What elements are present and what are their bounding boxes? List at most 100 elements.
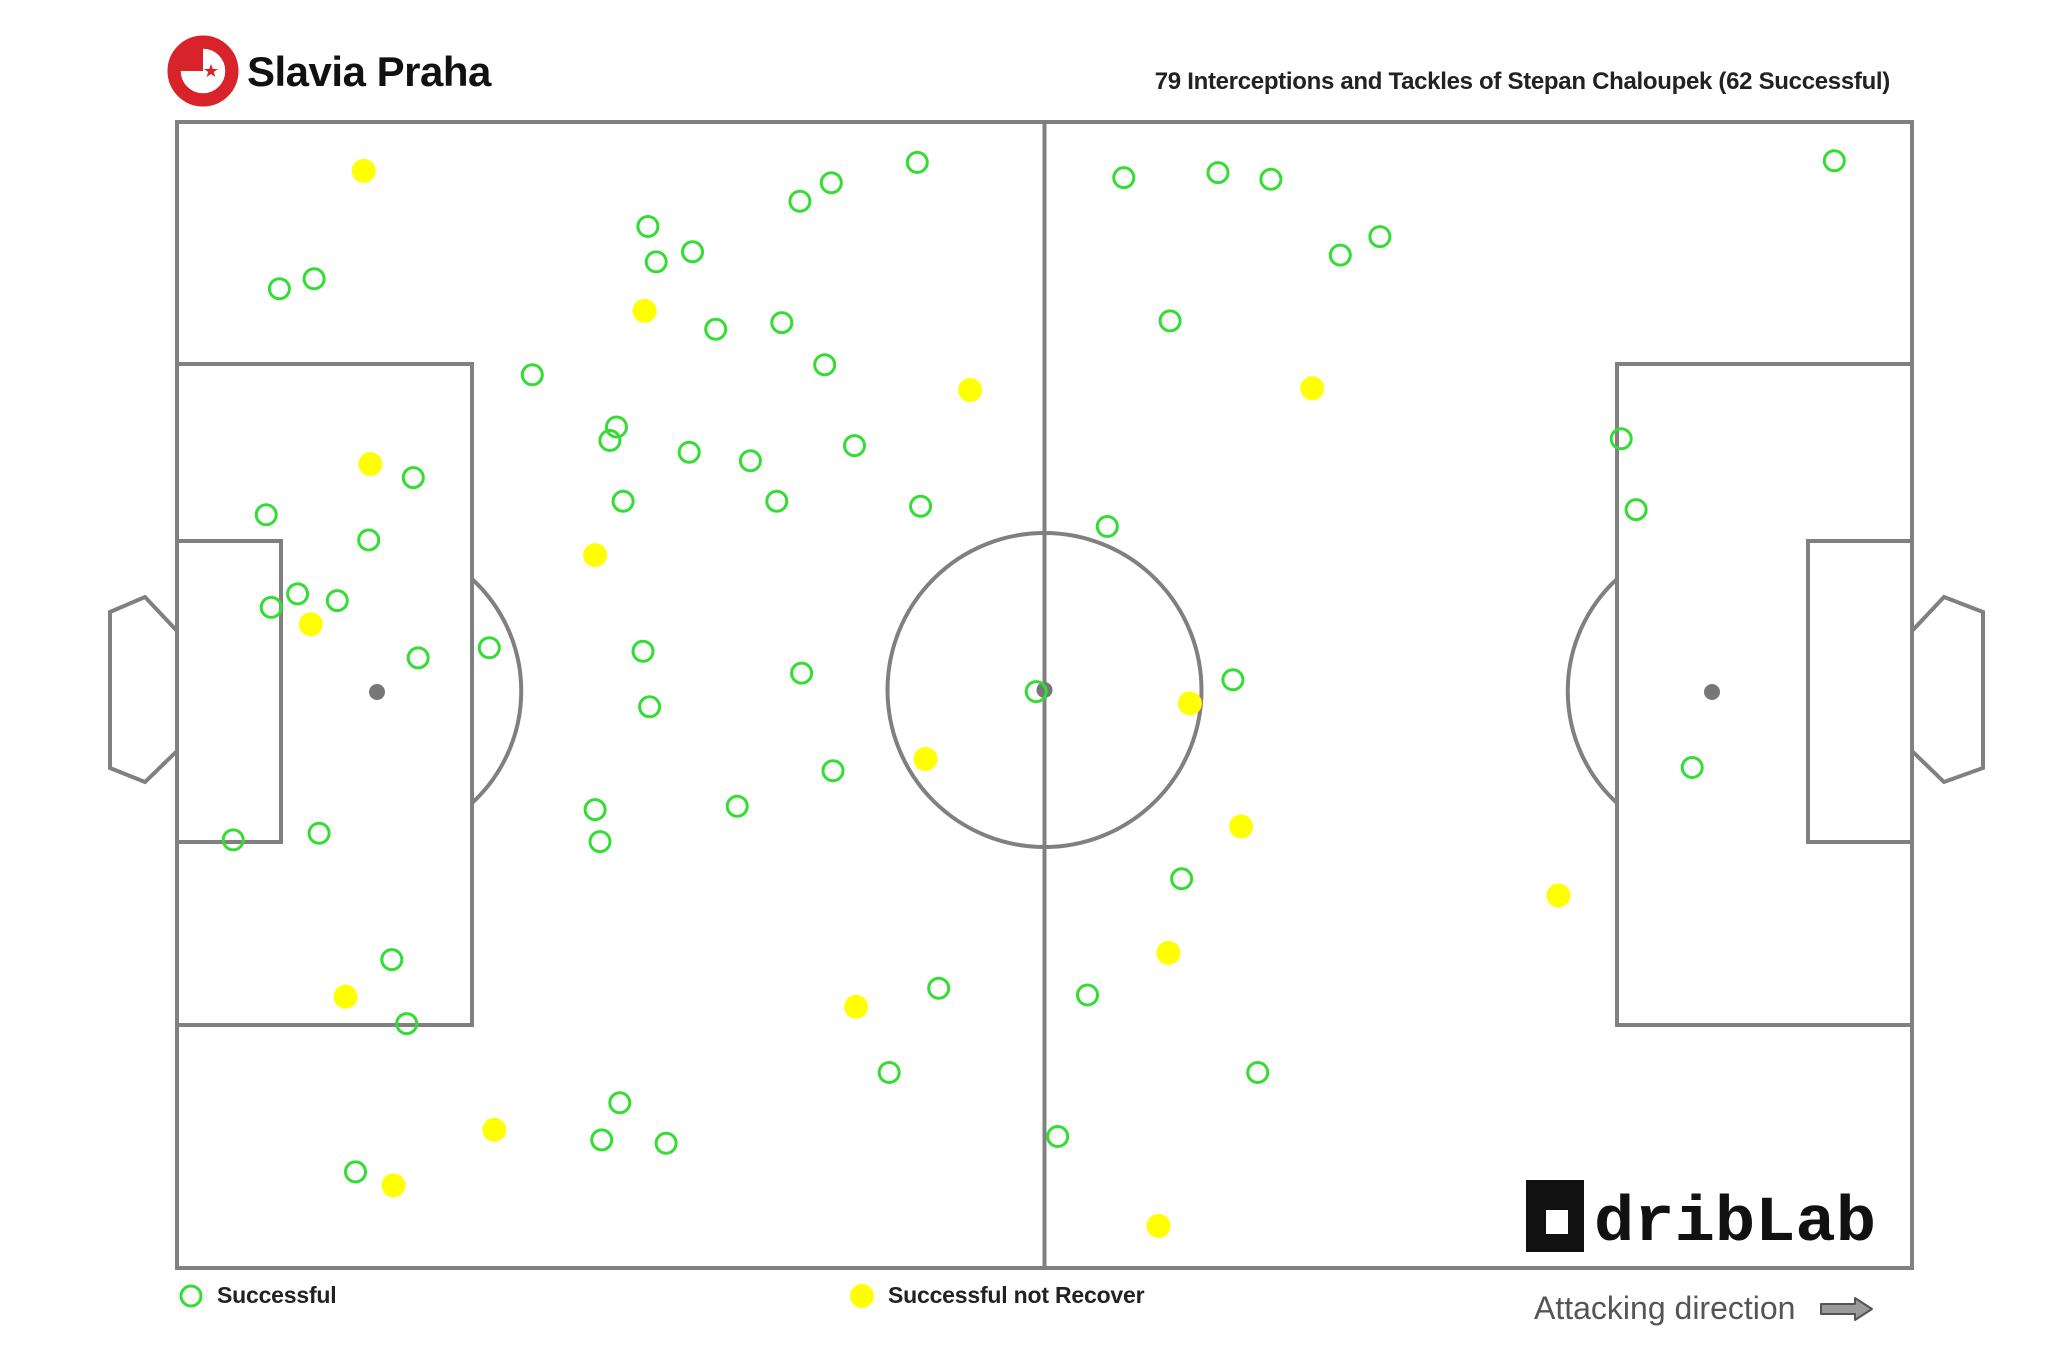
point-successful: [1609, 427, 1633, 451]
point-successful: [725, 794, 749, 818]
point-successful: [877, 1061, 901, 1084]
point-not-recover: [1300, 376, 1325, 401]
point-successful: [631, 639, 655, 663]
point-successful: [344, 1160, 367, 1184]
point-successful: [790, 661, 814, 685]
point-successful: [357, 528, 381, 552]
point-successful: [1095, 515, 1119, 538]
point-successful: [520, 363, 544, 387]
legend-label-not-recover: Successful not Recover: [888, 1282, 1145, 1308]
chart-points: [221, 149, 1846, 1238]
point-successful: [681, 240, 704, 264]
point-not-recover: [1177, 691, 1202, 716]
point-not-recover: [381, 1173, 406, 1198]
point-successful: [1822, 149, 1846, 173]
point-not-recover: [298, 612, 323, 637]
point-not-recover: [482, 1117, 507, 1142]
point-successful: [302, 267, 326, 291]
chart-title: 79 Interceptions and Tackles of Stepan C…: [1154, 68, 1891, 95]
point-not-recover: [1229, 814, 1254, 839]
point-not-recover: [632, 298, 657, 323]
point-successful: [905, 150, 929, 174]
point-successful: [1206, 161, 1230, 185]
point-not-recover: [958, 378, 983, 402]
center-circle: [885, 531, 1204, 849]
point-successful: [1246, 1061, 1270, 1084]
point-successful: [1259, 167, 1283, 191]
club-name: Slavia Praha: [247, 48, 491, 95]
point-successful: [1624, 498, 1648, 522]
arrow-right-icon: [1820, 1296, 1874, 1321]
right-goal-area: [1806, 539, 1914, 844]
point-not-recover: [1156, 940, 1181, 965]
legend-label-successful: Successful: [217, 1282, 337, 1308]
point-not-recover: [358, 452, 383, 477]
point-successful: [765, 489, 789, 513]
point-successful: [380, 948, 404, 972]
point-not-recover: [351, 158, 376, 183]
point-successful: [254, 503, 278, 527]
point-successful: [221, 828, 245, 852]
left-penalty-spot: [369, 684, 385, 700]
point-not-recover: [1146, 1213, 1171, 1238]
point-successful: [395, 1012, 419, 1036]
point-successful: [1680, 756, 1704, 779]
right-penalty-arc: [1565, 577, 1619, 805]
point-successful: [819, 171, 843, 195]
point-successful: [583, 798, 607, 822]
point-successful: [636, 215, 660, 238]
point-successful: [590, 1128, 614, 1152]
point-successful: [770, 311, 794, 335]
club-logo: [166, 34, 240, 108]
point-successful: [1046, 1125, 1070, 1148]
pitch-lines: [108, 120, 1985, 1270]
point-successful: [788, 189, 812, 213]
point-successful: [588, 830, 612, 854]
legend-not-recover: Successful not Recover: [849, 1282, 1145, 1309]
left-goal-area: [175, 539, 283, 844]
right-penalty-area: [1615, 362, 1914, 1027]
point-successful: [325, 589, 349, 613]
legend-marker-successful: [179, 1284, 203, 1307]
point-successful: [704, 317, 728, 341]
point-successful: [1024, 680, 1048, 704]
point-successful: [638, 695, 662, 719]
point-successful: [738, 449, 762, 473]
right-goal: [1910, 594, 1985, 785]
point-successful: [1368, 225, 1392, 249]
legend-marker-not-recover: [850, 1283, 874, 1308]
attacking-direction: Attacking direction: [1534, 1290, 1875, 1327]
point-not-recover: [844, 994, 869, 1019]
point-successful: [608, 1091, 632, 1115]
point-successful: [267, 277, 291, 301]
point-successful: [605, 415, 628, 439]
right-penalty-spot: [1704, 684, 1720, 700]
point-not-recover: [1546, 883, 1571, 908]
left-goal: [108, 594, 179, 785]
point-successful: [406, 646, 430, 670]
attacking-direction-label: Attacking direction: [1534, 1290, 1796, 1326]
point-successful: [1076, 983, 1099, 1007]
point-successful: [477, 636, 501, 660]
point-successful: [1221, 668, 1245, 692]
point-successful: [401, 466, 425, 490]
point-successful: [813, 353, 837, 377]
point-successful: [307, 821, 331, 845]
point-successful: [611, 489, 635, 513]
point-successful: [598, 429, 622, 452]
point-successful: [1112, 166, 1136, 190]
point-successful: [909, 494, 933, 518]
legend-successful: Successful: [178, 1282, 337, 1309]
point-not-recover: [913, 747, 938, 771]
left-penalty-arc: [470, 577, 524, 805]
point-not-recover: [583, 543, 608, 568]
point-successful: [1170, 867, 1194, 891]
point-successful: [821, 759, 845, 783]
point-successful: [259, 595, 283, 619]
point-successful: [654, 1131, 678, 1155]
point-successful: [1328, 243, 1352, 267]
point-successful: [677, 440, 701, 464]
driblab-logo: dribLab: [1526, 1180, 1876, 1254]
